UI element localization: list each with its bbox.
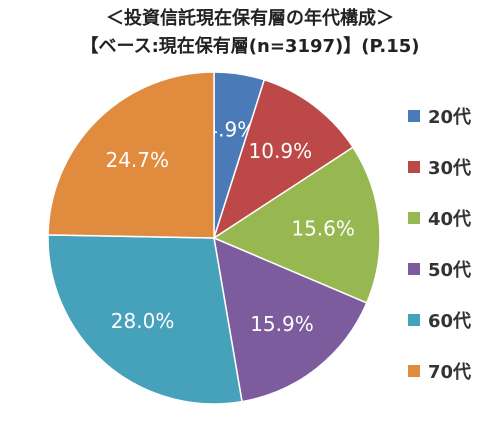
pie-slice-50代 [213,236,368,403]
legend-swatch-50代 [408,263,420,275]
data-label-30代: 10.9% [249,139,313,163]
legend-label-40代: 40代 [428,209,471,230]
chart-title: ＜投資信託現在保有層の年代構成＞ [106,8,394,29]
pie-slice-70代 [47,71,215,239]
legend-swatch-60代 [408,314,420,326]
pie-slice-60代 [47,234,243,405]
legend-swatch-40代 [408,212,420,224]
legend-label-60代: 60代 [428,311,471,332]
legend-label-30代: 30代 [428,158,471,179]
legend-swatch-20代 [408,110,420,122]
legend-swatch-70代 [408,365,420,377]
legend-swatch-30代 [408,161,420,173]
legend-label-70代: 70代 [428,362,471,383]
data-label-50代: 15.9% [250,312,314,336]
pie-slice-40代 [212,146,381,304]
data-label-70代: 24.7% [105,148,169,172]
legend-label-50代: 50代 [428,260,471,281]
data-label-60代: 28.0% [111,309,175,333]
legend-label-20代: 20代 [428,107,471,128]
pie-slice-30代 [212,78,355,240]
chart-subtitle: 【ベース:現在保有層(n=3197)】(P.15) [80,36,420,57]
data-label-40代: 15.6% [291,216,355,240]
